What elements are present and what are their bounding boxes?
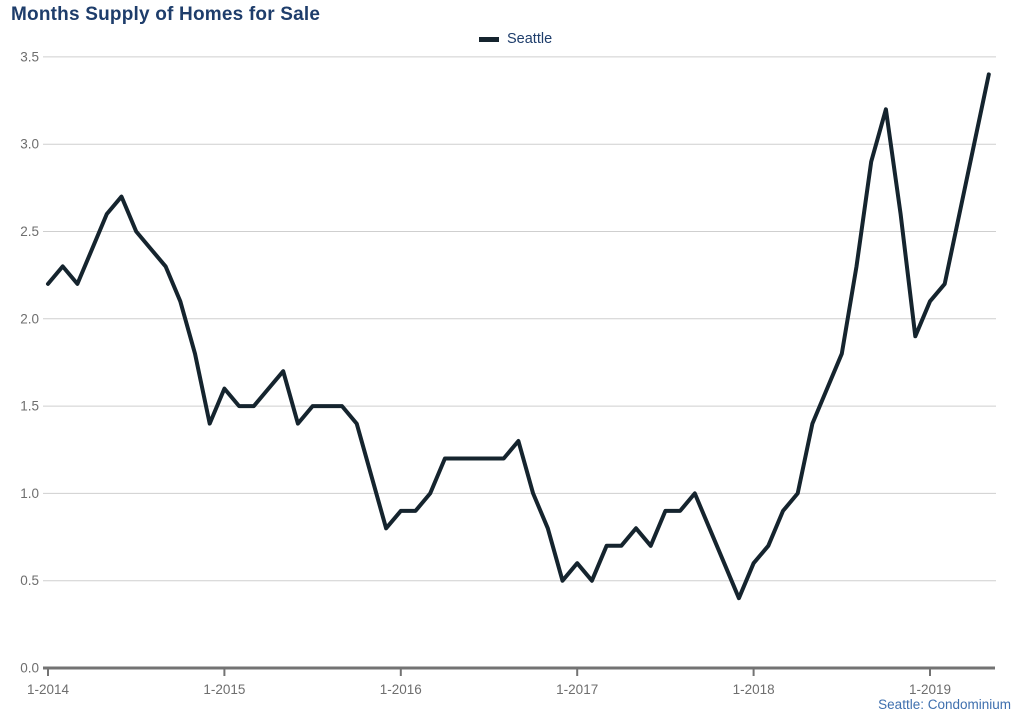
legend: Seattle <box>479 29 552 49</box>
source-note: Seattle: Condominium <box>878 697 1011 712</box>
y-tick-label: 0.0 <box>20 661 39 676</box>
x-tick-label: 1-2018 <box>733 682 775 697</box>
legend-line-swatch <box>479 36 499 42</box>
y-tick-label: 1.0 <box>20 486 39 501</box>
y-tick-label: 0.5 <box>20 573 39 588</box>
x-tick-label: 1-2016 <box>380 682 422 697</box>
y-tick-label: 1.5 <box>20 399 39 414</box>
y-tick-label: 2.0 <box>20 311 39 326</box>
x-tick-label: 1-2017 <box>556 682 598 697</box>
y-tick-label: 3.5 <box>20 49 39 64</box>
y-tick-label: 2.5 <box>20 224 39 239</box>
seattle-series-line <box>46 72 991 601</box>
x-tick-label: 1-2019 <box>909 682 951 697</box>
y-tick-label: 3.0 <box>20 137 39 152</box>
chart-title: Months Supply of Homes for Sale <box>11 4 321 25</box>
legend-series-label: Seattle <box>507 31 553 47</box>
x-tick-label: 1-2015 <box>203 682 245 697</box>
x-tick-label: 1-2014 <box>27 682 70 697</box>
